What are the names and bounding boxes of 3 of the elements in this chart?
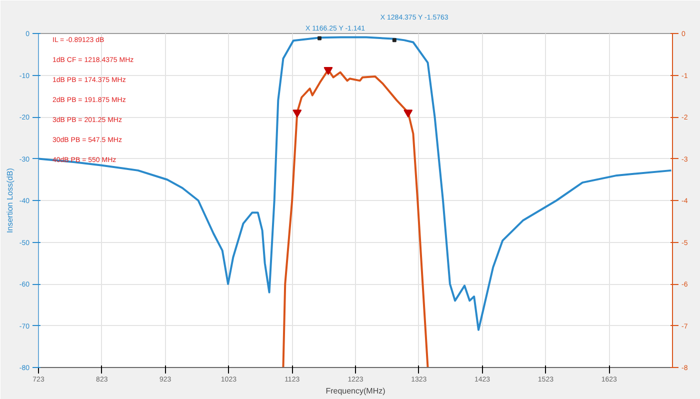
y-axis-title: Insertion Loss(dB) <box>5 168 14 233</box>
x-axis-title: Frequency(MHz) <box>326 386 386 396</box>
line-series <box>282 68 429 368</box>
